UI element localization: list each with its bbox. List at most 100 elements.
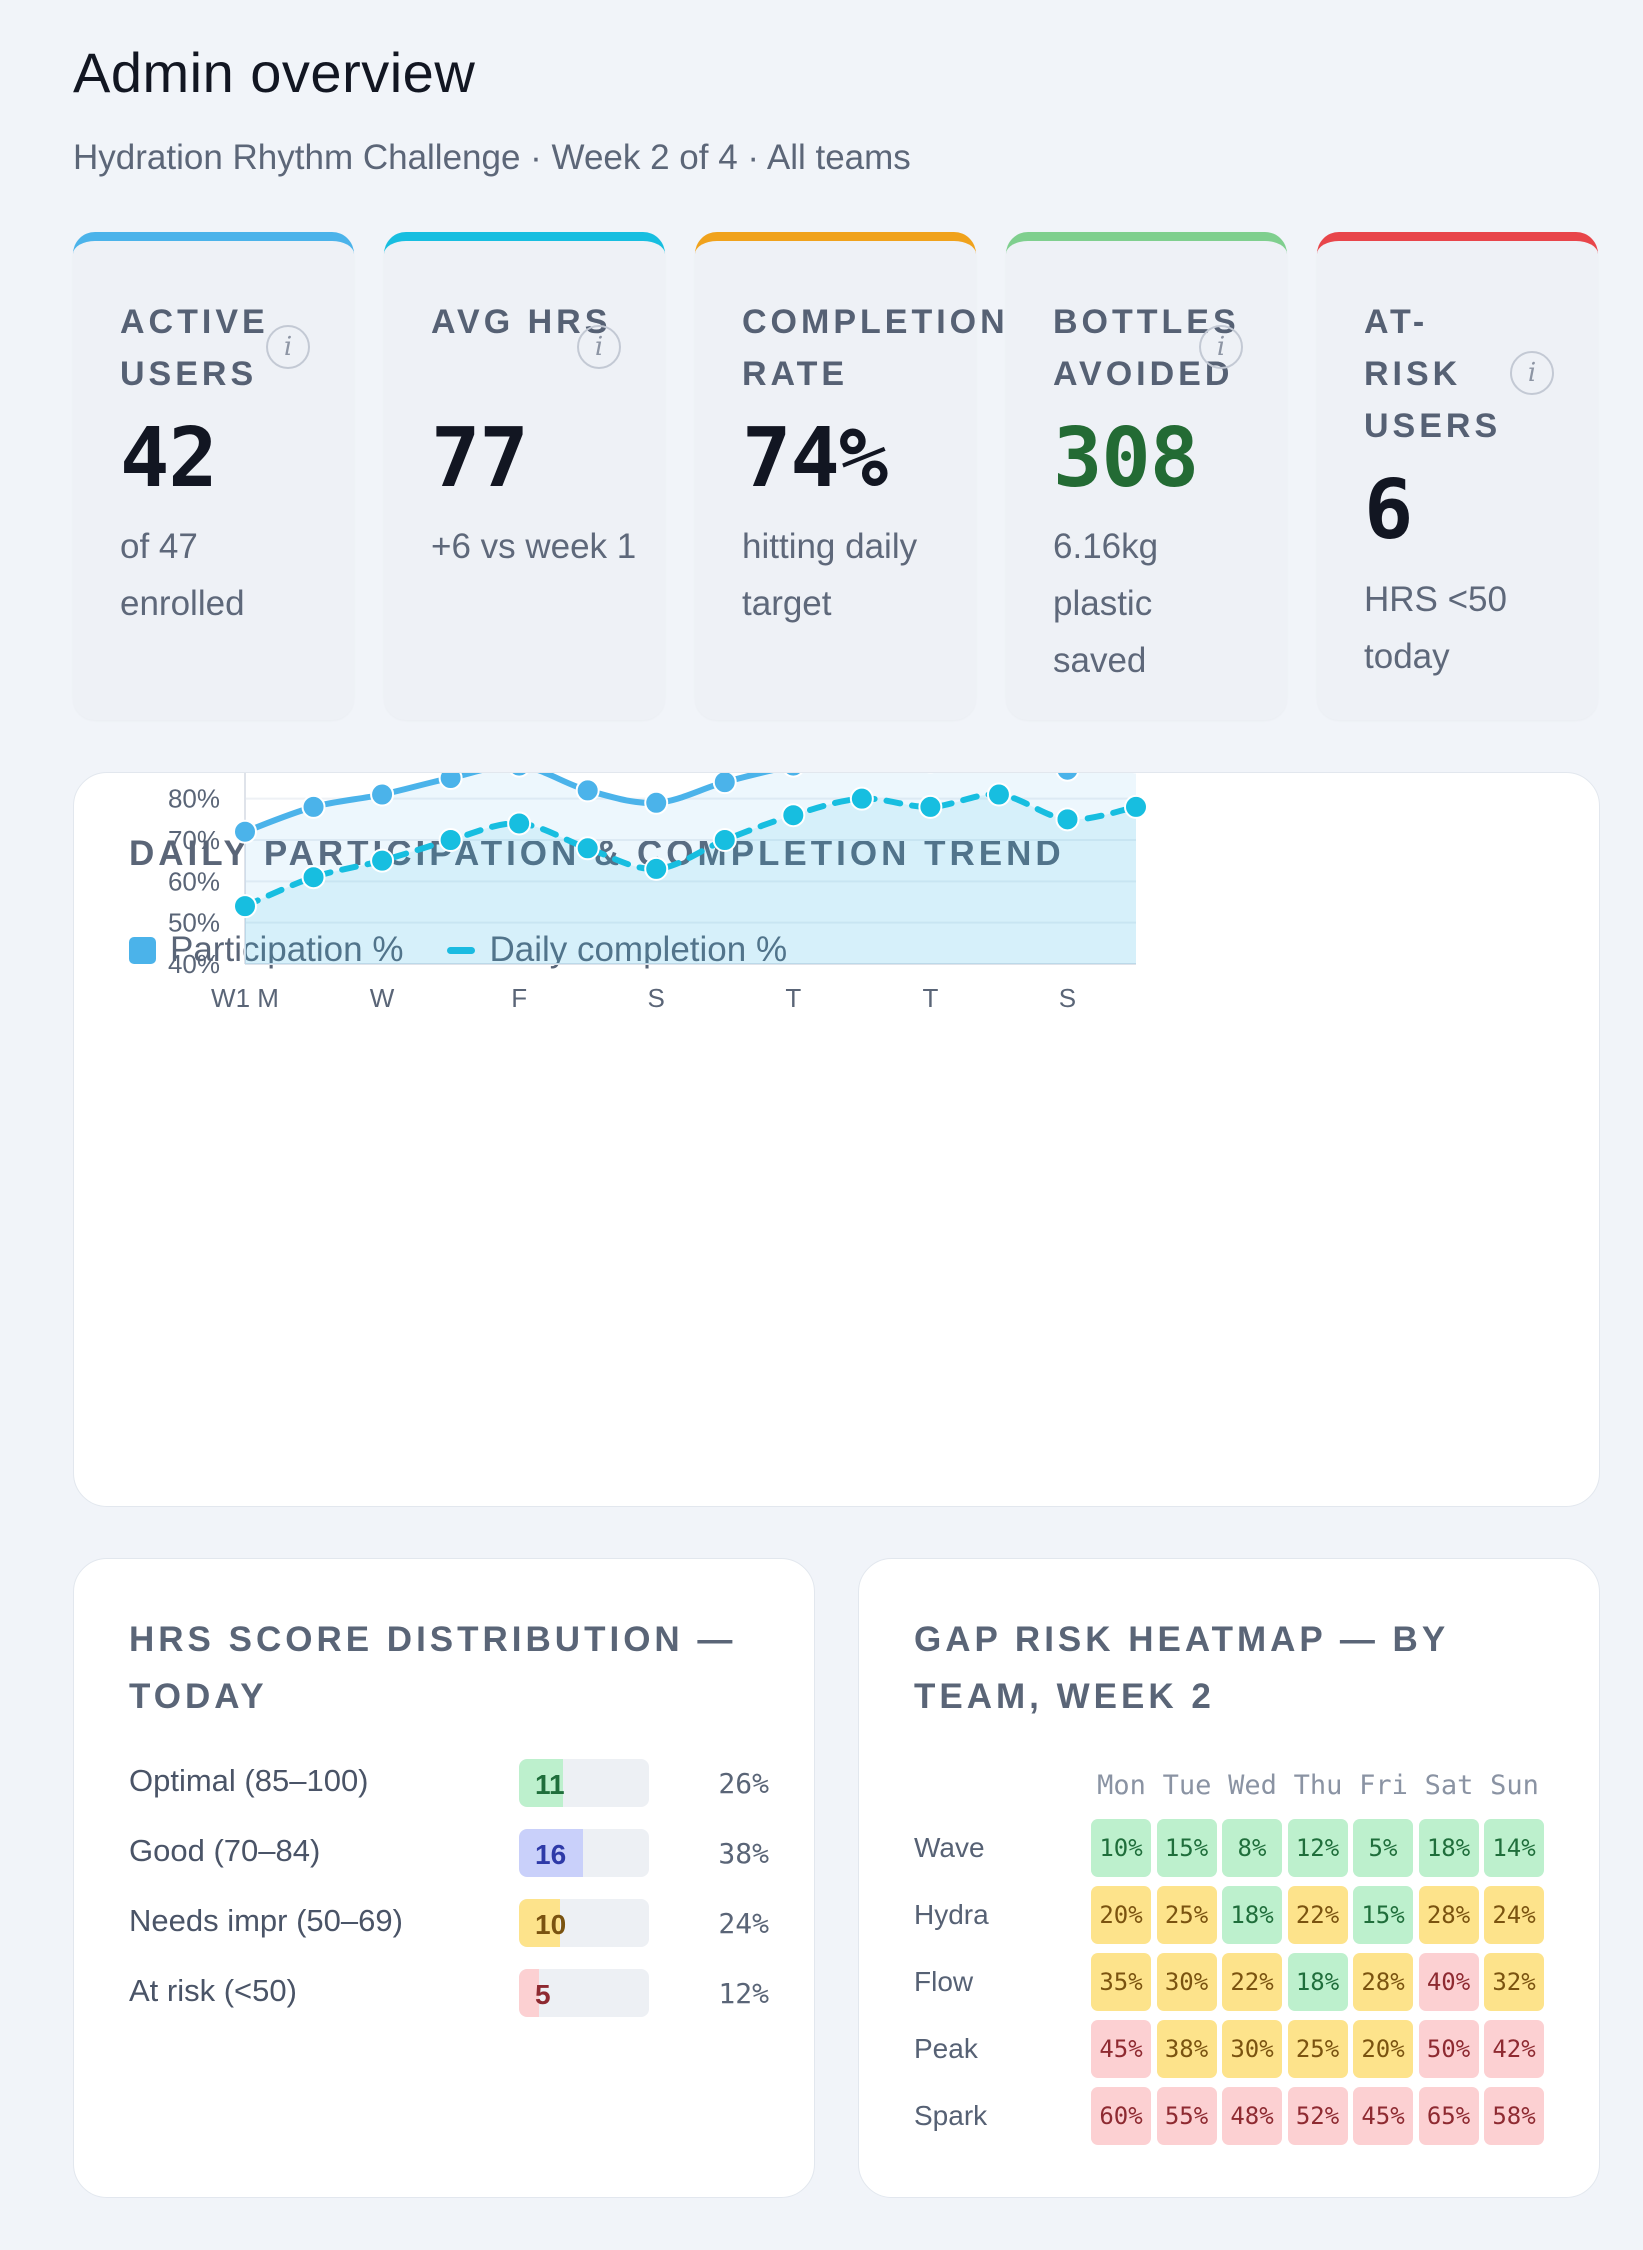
kpi-row: ACTIVE USERS i 42 of 47 enrolled AVG HRS…	[73, 232, 1600, 720]
distribution-percent: 12%	[718, 1977, 769, 2010]
kpi-note: +6 vs week 1	[431, 527, 637, 566]
heatmap-cell[interactable]: 25%	[1156, 1886, 1217, 1944]
heatmap-cell[interactable]: 45%	[1091, 2020, 1151, 2078]
distribution-percent: 38%	[718, 1837, 769, 1870]
distribution-row: Good (70–84) 16 38%	[129, 1829, 769, 1879]
heatmap-team-label: Peak	[914, 2033, 978, 2064]
heatmap-day-header: Tue	[1162, 1770, 1212, 1801]
heatmap-cell[interactable]: 35%	[1091, 1953, 1151, 2011]
data-point[interactable]	[233, 819, 257, 844]
heatmap-day-header: Mon	[1097, 1770, 1146, 1801]
data-point[interactable]	[301, 794, 326, 819]
heatmap-cell[interactable]: 45%	[1353, 2087, 1413, 2145]
heatmap-cell[interactable]: 40%	[1418, 1953, 1479, 2011]
heatmap-day-header: Sat	[1424, 1770, 1474, 1801]
kpi-label: COMPLETION RATE	[742, 303, 1009, 393]
info-icon[interactable]: i	[1510, 351, 1554, 395]
data-point[interactable]	[781, 803, 806, 828]
data-point[interactable]	[508, 773, 530, 778]
page-subtitle: Hydration Rhythm Challenge · Week 2 of 4…	[73, 138, 911, 177]
x-tick-label: S	[648, 983, 665, 1013]
data-point[interactable]	[644, 856, 669, 881]
distribution-percent: 26%	[718, 1767, 769, 1800]
heatmap-cell[interactable]: 30%	[1222, 2020, 1282, 2078]
distribution-count: 16	[535, 1839, 567, 1870]
data-point[interactable]	[782, 773, 804, 778]
info-icon[interactable]: i	[577, 325, 621, 369]
data-point[interactable]	[986, 782, 1011, 807]
heatmap-day-header: Thu	[1293, 1770, 1343, 1801]
data-point[interactable]	[918, 794, 943, 819]
heatmap-cell[interactable]: 18%	[1418, 1819, 1479, 1877]
heatmap-cell[interactable]: 60%	[1091, 2087, 1151, 2145]
heatmap-cell[interactable]: 28%	[1418, 1886, 1479, 1944]
series-area	[245, 773, 1136, 964]
heatmap-cell[interactable]: 65%	[1418, 2087, 1479, 2145]
heatmap-cell[interactable]: 20%	[1353, 2020, 1413, 2078]
distribution-bar-fill	[519, 1759, 563, 1807]
data-point[interactable]	[438, 828, 463, 852]
data-point[interactable]	[1124, 794, 1148, 819]
data-point[interactable]	[712, 773, 737, 795]
heatmap-cell[interactable]: 18%	[1222, 1886, 1282, 1944]
data-point[interactable]	[370, 782, 395, 807]
kpi-note: of 47 enrolled	[120, 527, 245, 623]
distribution-title: HRS SCORE DISTRIBUTION — TODAY	[129, 1620, 737, 1716]
heatmap-cell[interactable]: 5%	[1353, 1819, 1413, 1877]
info-icon[interactable]: i	[1199, 325, 1243, 369]
kpi-label: BOTTLES AVOIDED	[1053, 303, 1240, 393]
data-point[interactable]	[370, 848, 395, 873]
heatmap-day-header: Fri	[1359, 1770, 1408, 1801]
data-point[interactable]	[575, 778, 600, 803]
heatmap-cell[interactable]: 20%	[1091, 1886, 1151, 1944]
distribution-bar-fill	[519, 1969, 540, 2017]
heatmap-cell[interactable]: 55%	[1156, 2087, 1217, 2145]
data-point[interactable]	[507, 811, 532, 836]
heatmap-cell[interactable]: 22%	[1287, 1886, 1348, 1944]
heatmap-cell[interactable]: 25%	[1287, 2020, 1348, 2078]
heatmap-cell[interactable]: 15%	[1353, 1886, 1413, 1944]
x-tick-label: W	[370, 983, 395, 1013]
heatmap-cell[interactable]: 28%	[1353, 1953, 1413, 2011]
data-point[interactable]	[233, 894, 257, 919]
heatmap-cell[interactable]: 48%	[1222, 2087, 1282, 2145]
x-tick-label: S	[1059, 983, 1076, 1013]
chart-legend: Participation % Daily completion %	[129, 925, 787, 975]
heatmap-cell[interactable]: 18%	[1287, 1953, 1348, 2011]
trend-card: DAILY PARTICIPATION & COMPLETION TREND P…	[73, 772, 1600, 1507]
y-tick-label: 80%	[168, 784, 220, 814]
legend-completion: Daily completion %	[489, 930, 787, 970]
data-point[interactable]	[644, 790, 669, 815]
kpi-value: 74%	[742, 411, 888, 506]
heatmap-cell[interactable]: 15%	[1156, 1819, 1217, 1877]
data-point[interactable]	[1055, 807, 1080, 832]
heatmap-day-header: Wed	[1228, 1770, 1277, 1801]
data-point[interactable]	[849, 786, 874, 811]
heatmap-cell[interactable]: 22%	[1222, 1953, 1282, 2011]
heatmap-cell[interactable]: 14%	[1484, 1819, 1544, 1877]
x-tick-label: T	[785, 983, 801, 1013]
distribution-bar: 16	[519, 1829, 649, 1877]
heatmap-cell[interactable]: 42%	[1484, 2020, 1544, 2078]
data-point[interactable]	[575, 836, 600, 861]
heatmap-cell[interactable]: 52%	[1287, 2087, 1348, 2145]
data-point[interactable]	[438, 773, 463, 790]
heatmap-cell[interactable]: 8%	[1222, 1819, 1282, 1877]
heatmap-cell[interactable]: 30%	[1156, 1953, 1217, 2011]
kpi-card-active-users: ACTIVE USERS i 42 of 47 enrolled	[73, 232, 354, 720]
heatmap-cell[interactable]: 10%	[1091, 1819, 1151, 1877]
kpi-card-completion-rate: COMPLETION RATE i 74% hitting daily targ…	[695, 232, 1005, 720]
distribution-label: Needs impr (50–69)	[129, 1903, 403, 1938]
heatmap-cell[interactable]: 58%	[1484, 2087, 1544, 2145]
kpi-card-avg-hrs: AVG HRS i 77 +6 vs week 1	[384, 232, 665, 720]
info-icon[interactable]: i	[266, 325, 310, 369]
heatmap-cell[interactable]: 32%	[1484, 1953, 1544, 2011]
heatmap-cell[interactable]: 12%	[1287, 1819, 1348, 1877]
kpi-value: 308	[1053, 411, 1199, 506]
heatmap-cell[interactable]: 24%	[1484, 1886, 1544, 1944]
heatmap-cell[interactable]: 50%	[1418, 2020, 1479, 2078]
data-point[interactable]	[301, 865, 326, 890]
heatmap-cell[interactable]: 38%	[1156, 2020, 1217, 2078]
data-point[interactable]	[1055, 773, 1080, 782]
data-point[interactable]	[712, 828, 737, 852]
